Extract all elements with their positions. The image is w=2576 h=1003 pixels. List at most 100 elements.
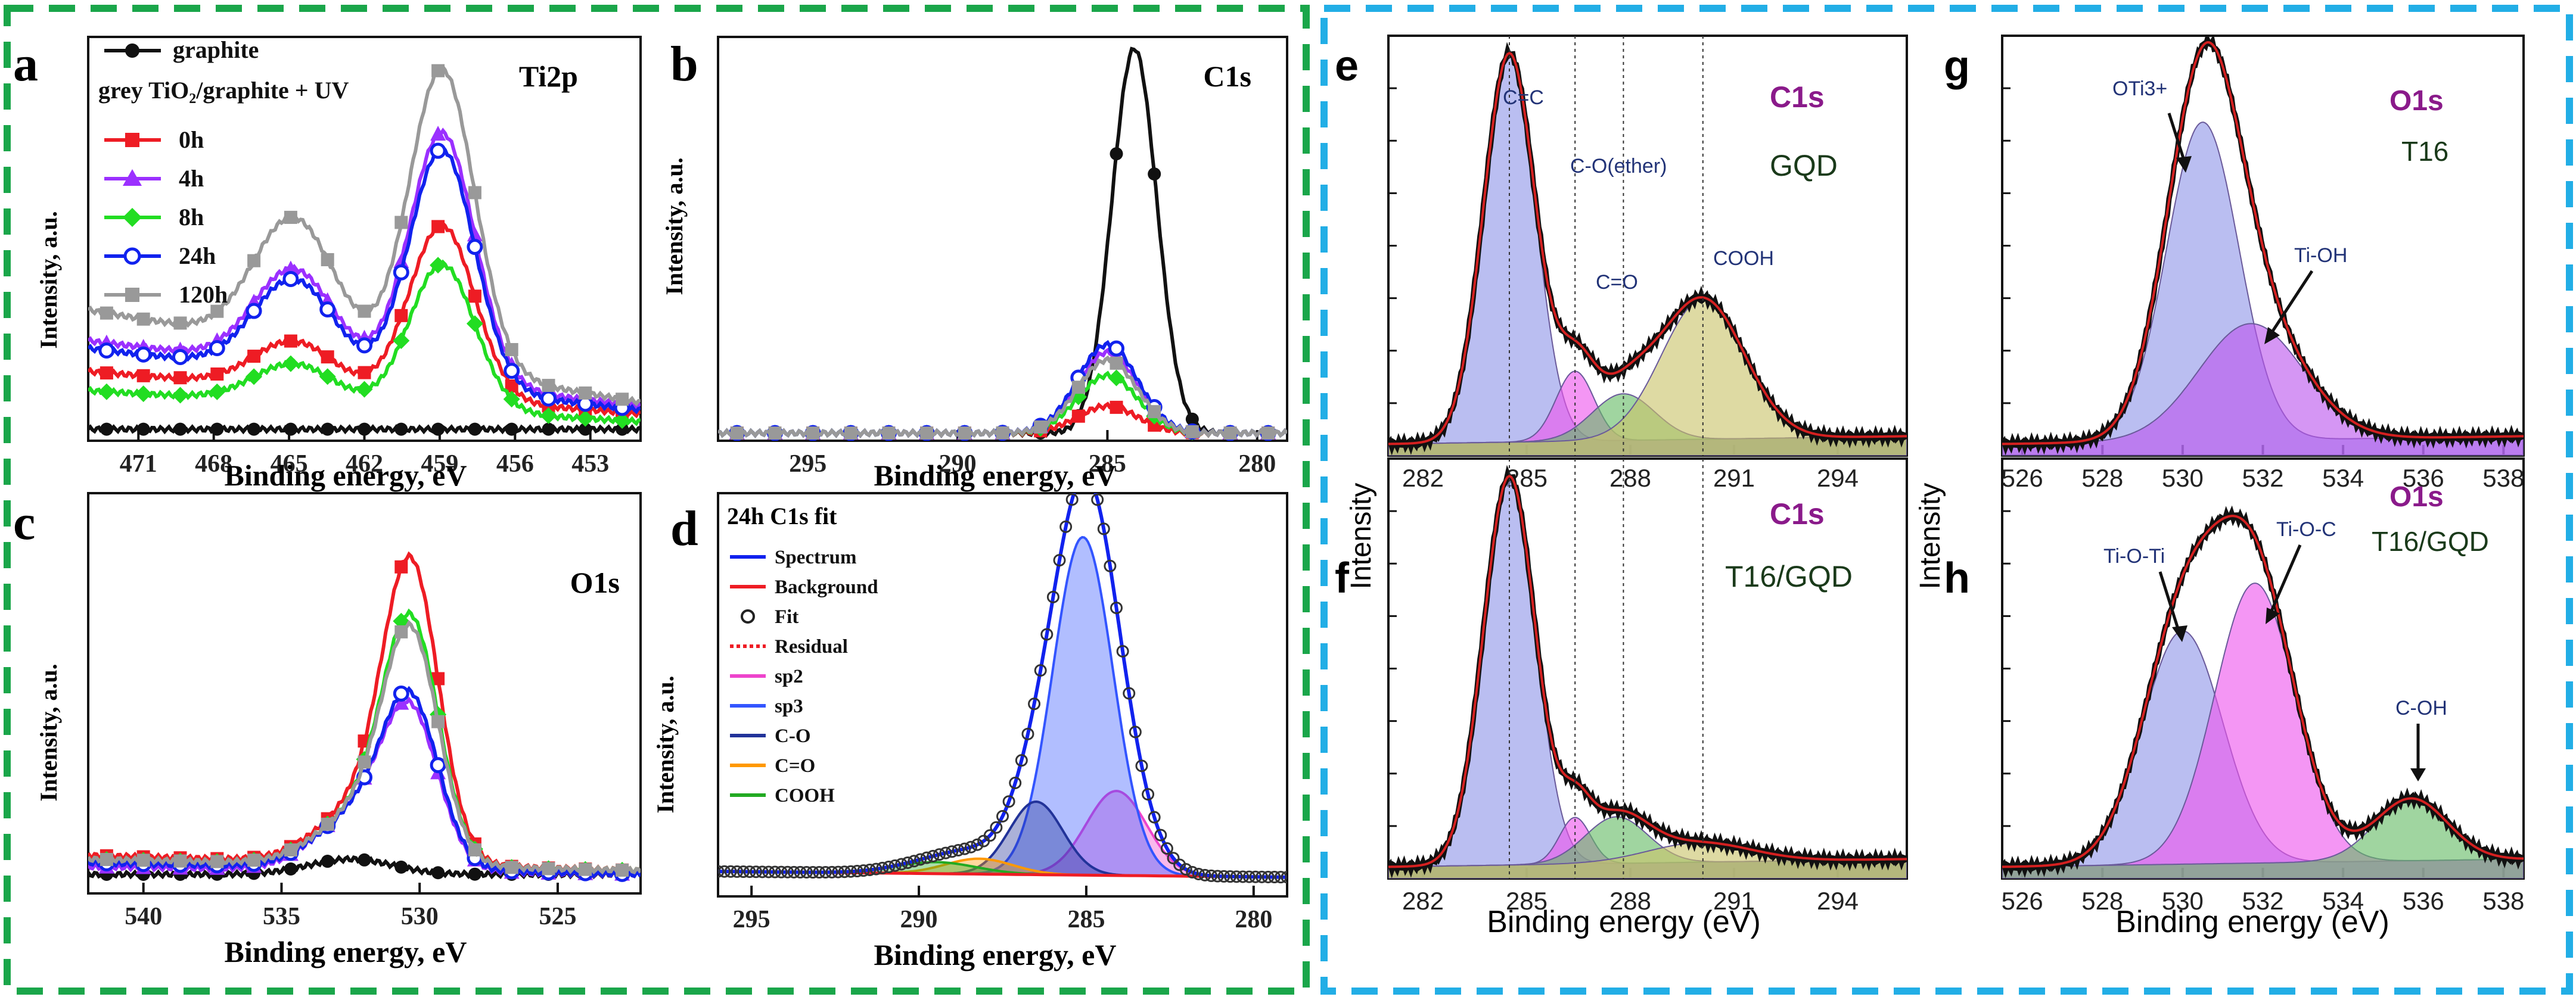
panel-d-fit-point bbox=[1281, 871, 1287, 884]
panel-a-marker-8h bbox=[614, 412, 631, 429]
panel-c-marker-graphite bbox=[431, 866, 445, 880]
panel-b-marker-120h bbox=[1110, 356, 1123, 370]
panel-a-marker-24h bbox=[135, 346, 152, 363]
panel-c-marker-120h bbox=[136, 854, 150, 867]
panel-a-marker-4h bbox=[430, 126, 446, 141]
panel-c-marker-120h bbox=[579, 862, 592, 876]
panel-b-marker-graphite bbox=[1148, 167, 1161, 181]
legend-residual-label: Residual bbox=[775, 636, 848, 658]
panel-d-fit-point bbox=[1249, 870, 1262, 883]
panel-a-marker-8h bbox=[393, 332, 410, 350]
panel-c-marker-graphite bbox=[284, 862, 297, 876]
panel-d-fit-point bbox=[819, 865, 832, 879]
panel-c-xtick-label: 535 bbox=[263, 903, 300, 930]
panel-f-fit-line bbox=[1388, 475, 1907, 868]
panel-d-fit-point bbox=[750, 865, 763, 879]
panel-h-title: O1s bbox=[2389, 481, 2444, 513]
panel-a-marker-graphite bbox=[136, 422, 150, 436]
panel-b-xlabel: Binding energy, eV bbox=[874, 459, 1117, 492]
panel-a-legend: graphite grey TiO₂/graphite + UV 0h 4h 8… bbox=[98, 36, 349, 308]
panel-b-marker-120h bbox=[1034, 420, 1048, 434]
panel-c-series-group bbox=[88, 551, 641, 882]
panel-d-fit-point bbox=[964, 840, 977, 854]
panel-c-marker-120h bbox=[542, 862, 555, 876]
panel-d-fit-point bbox=[1110, 602, 1123, 615]
panel-a-marker-0h bbox=[173, 371, 187, 385]
panel-d-fit-point bbox=[933, 848, 946, 861]
legend-120h-label: 120h bbox=[179, 281, 228, 308]
panel-a-marker-24h bbox=[393, 264, 409, 281]
panel-a-marker-8h bbox=[430, 257, 447, 274]
panel-c-marker-120h bbox=[358, 755, 371, 769]
panel-h-arrowhead-tioc bbox=[2266, 608, 2280, 624]
panel-a-marker-24h bbox=[282, 270, 299, 287]
panel-d-fit-point bbox=[1065, 493, 1079, 506]
panel-f-xtick-label: 282 bbox=[1402, 887, 1444, 915]
panel-a-marker-24h bbox=[540, 390, 557, 407]
panel-b-marker-120h bbox=[1223, 426, 1237, 440]
panel-c-marker-120h bbox=[247, 854, 261, 867]
panel-d-fit-point bbox=[1186, 865, 1199, 879]
panel-d-title: 24h C1s fit bbox=[727, 503, 837, 529]
panel-d-xlabel: Binding energy, eV bbox=[874, 938, 1117, 971]
panel-b-xtick-label: 285 bbox=[1089, 450, 1126, 478]
panel-c-marker-120h bbox=[284, 843, 297, 857]
panel-g-arrowhead-tioh bbox=[2264, 327, 2280, 344]
legend-c-double-o-label: C=O bbox=[775, 755, 815, 777]
panel-a-xtick-label: 456 bbox=[496, 450, 534, 478]
plot-layer: 471 468 465 462 459 456 453 295 290 285 280 540 535 5… bbox=[87, 35, 2525, 933]
panel-d-fit-point bbox=[1097, 522, 1110, 535]
panel-b-marker-0h bbox=[1110, 400, 1123, 414]
panel-b-marker-graphite bbox=[1185, 412, 1199, 426]
panel-d-fit-point bbox=[958, 842, 971, 855]
panel-c-marker-24h bbox=[430, 757, 446, 774]
panel-d-fit-point bbox=[895, 858, 908, 871]
panel-a-marker-120h bbox=[431, 64, 445, 77]
panel-d-xtick-label: 295 bbox=[733, 906, 770, 933]
panel-a-marker-graphite bbox=[284, 422, 297, 436]
panel-c-marker-120h bbox=[505, 861, 518, 874]
panel-d-fit-point bbox=[869, 862, 883, 876]
panel-f: f C1s T16/GQD Intensity Binding energy (… bbox=[1335, 483, 1853, 939]
panel-g-arrow-tioh bbox=[2267, 270, 2314, 338]
panel-d-fit-point bbox=[1148, 811, 1161, 824]
panel-b-marker-120h bbox=[1185, 425, 1199, 438]
panel-a-marker-0h bbox=[358, 366, 371, 379]
panel-e-sample: GQD bbox=[1770, 149, 1838, 182]
panel-d-fit-point bbox=[1211, 870, 1224, 883]
panel-d-fit-point bbox=[1160, 842, 1173, 855]
panel-f-title: C1s bbox=[1770, 497, 1825, 531]
panel-a-marker-24h bbox=[467, 239, 483, 256]
panel-g-plot-group bbox=[2002, 36, 2524, 456]
panel-b-marker-120h bbox=[958, 426, 971, 440]
legend-sp2-label: sp2 bbox=[775, 666, 803, 687]
panel-g-sample: T16 bbox=[2401, 136, 2448, 167]
panel-a-marker-8h bbox=[503, 391, 520, 408]
panel-d-fit-point bbox=[952, 844, 965, 857]
panel-a-marker-8h bbox=[135, 385, 152, 403]
panel-d-fit-point bbox=[876, 861, 889, 874]
panel-h: h O1s T16/GQD Ti-O-Ti Ti-O-C C-OH Intens… bbox=[1915, 481, 2489, 939]
panel-a-marker-graphite bbox=[247, 422, 261, 436]
panel-a: a Ti2p Intensity, a.u. Binding energy, e… bbox=[13, 36, 578, 492]
panel-a-marker-120h bbox=[616, 393, 629, 406]
panel-d-fit-point bbox=[908, 855, 921, 868]
panel-a-marker-24h bbox=[319, 301, 336, 317]
legend-sp3-label: sp3 bbox=[775, 696, 803, 717]
panel-b-marker-120h bbox=[882, 426, 896, 440]
panel-c-xtick-label: 525 bbox=[539, 903, 576, 930]
panel-f-label: f bbox=[1335, 555, 1350, 602]
panel-d-fit-point bbox=[1129, 725, 1142, 739]
legend-graphite-label: graphite bbox=[173, 36, 259, 63]
panel-d-fit-point bbox=[990, 821, 1003, 834]
panel-a-marker-8h bbox=[246, 368, 263, 385]
panel-f-plot-group bbox=[1388, 459, 1907, 879]
panel-a-marker-120h bbox=[173, 316, 187, 330]
panel-d-fit-point bbox=[927, 849, 940, 862]
panel-ef-ylabel: Intensity bbox=[1346, 483, 1377, 590]
panel-e-fit-line bbox=[1388, 51, 1907, 446]
panel-d-xtick-label: 285 bbox=[1067, 906, 1105, 933]
panel-d-fit-point bbox=[1268, 871, 1281, 884]
panel-d-fit-point bbox=[1167, 852, 1180, 865]
panel-a-marker-8h bbox=[577, 410, 594, 427]
